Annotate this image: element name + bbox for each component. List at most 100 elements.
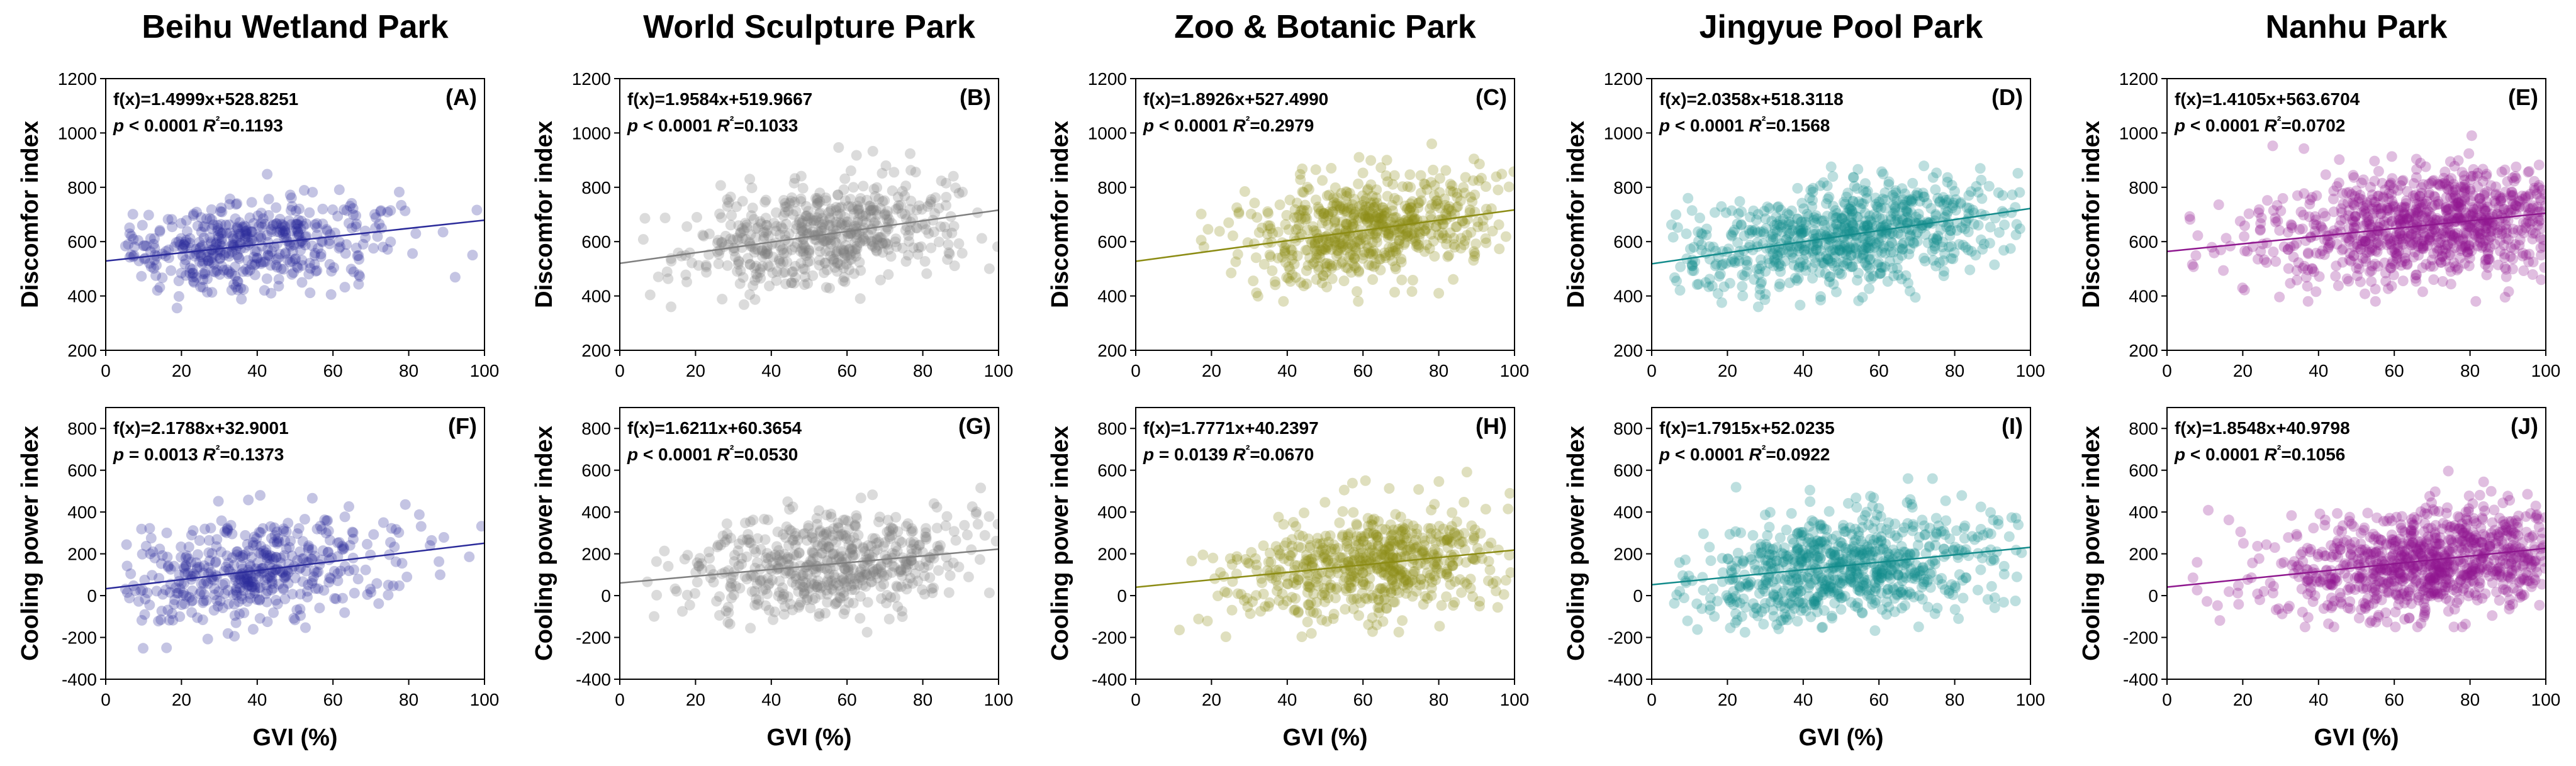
data-point — [1835, 222, 1847, 233]
y-tick-label: 1000 — [1604, 123, 1643, 143]
data-point — [745, 623, 756, 634]
data-point — [826, 230, 837, 240]
data-point — [2220, 233, 2232, 244]
data-point — [1440, 199, 1451, 211]
data-point — [1880, 228, 1891, 240]
data-point — [1957, 240, 1969, 251]
data-point — [2452, 213, 2463, 224]
data-point — [1302, 225, 1313, 236]
data-point — [1350, 206, 1361, 218]
data-point — [831, 219, 843, 231]
data-point — [754, 216, 766, 227]
data-point — [1270, 279, 1281, 291]
data-point — [1262, 220, 1274, 231]
x-tick-label: 20 — [686, 361, 705, 380]
data-point — [1910, 292, 1921, 303]
data-point — [2475, 228, 2486, 239]
data-point — [1890, 203, 1901, 214]
data-point — [2442, 223, 2453, 234]
data-point — [1279, 247, 1291, 258]
data-point — [1861, 220, 1873, 231]
data-point — [1754, 284, 1766, 295]
data-point — [1956, 197, 1967, 208]
data-point — [827, 224, 839, 235]
data-point — [2262, 195, 2273, 206]
data-point — [1308, 221, 1319, 232]
data-point — [141, 240, 152, 252]
data-point — [2333, 177, 2344, 189]
data-point — [317, 203, 328, 214]
data-point — [2424, 234, 2435, 245]
data-point — [1966, 186, 1977, 197]
data-point — [1920, 229, 1931, 240]
data-point — [1937, 192, 1949, 203]
data-point — [148, 233, 160, 244]
data-point — [1198, 241, 1209, 252]
data-point — [266, 246, 277, 257]
data-point — [871, 564, 882, 575]
data-point — [2429, 191, 2439, 202]
data-point — [215, 219, 227, 230]
data-point — [1917, 187, 1929, 199]
data-point — [1784, 219, 1796, 230]
data-point — [2500, 186, 2511, 197]
data-point — [2310, 214, 2321, 226]
data-point — [1798, 226, 1810, 238]
data-point — [966, 544, 977, 555]
data-point — [2472, 181, 2484, 192]
data-point — [1795, 238, 1806, 249]
data-point — [206, 204, 217, 215]
data-point — [365, 584, 376, 595]
data-point — [1375, 264, 1386, 275]
data-point — [1357, 229, 1368, 240]
data-point — [1808, 229, 1820, 240]
data-point — [266, 224, 277, 235]
data-point — [1322, 241, 1333, 253]
data-point — [857, 210, 868, 221]
data-point — [953, 562, 965, 572]
data-point — [2297, 223, 2308, 235]
data-point — [188, 208, 199, 219]
data-point — [2487, 221, 2498, 232]
data-point — [1459, 218, 1470, 229]
data-point — [1809, 225, 1820, 236]
data-point — [1774, 219, 1785, 231]
data-point — [1851, 243, 1862, 255]
data-point — [1296, 229, 1307, 240]
data-point — [1903, 277, 1913, 289]
data-point — [396, 558, 408, 569]
data-point — [337, 544, 348, 555]
data-point — [1440, 165, 1452, 176]
data-point — [2328, 206, 2339, 218]
data-point — [2455, 245, 2467, 256]
data-point — [1409, 213, 1420, 224]
data-point — [273, 274, 284, 285]
data-point — [2490, 197, 2501, 209]
data-point — [928, 226, 939, 238]
data-point — [1360, 234, 1372, 245]
data-point — [1831, 286, 1842, 297]
data-point — [1409, 232, 1420, 243]
data-point — [2445, 279, 2456, 290]
x-tick-label: 80 — [399, 361, 418, 380]
data-point — [716, 212, 727, 223]
data-point — [2411, 275, 2422, 287]
x-tick-label: 20 — [172, 361, 191, 380]
data-point — [277, 228, 289, 240]
data-point — [2411, 236, 2422, 248]
data-point — [1691, 279, 1703, 290]
data-point — [251, 533, 262, 544]
data-point — [268, 219, 279, 230]
data-point — [277, 584, 289, 595]
data-point — [171, 587, 182, 599]
data-point — [1360, 193, 1372, 204]
data-point — [1885, 247, 1896, 258]
data-point — [2495, 245, 2506, 257]
data-point — [879, 195, 890, 206]
data-point — [121, 539, 132, 550]
data-point — [1319, 243, 1331, 255]
data-point — [216, 228, 227, 240]
data-point — [2477, 164, 2489, 175]
data-point — [123, 239, 134, 250]
data-point — [2348, 172, 2360, 183]
